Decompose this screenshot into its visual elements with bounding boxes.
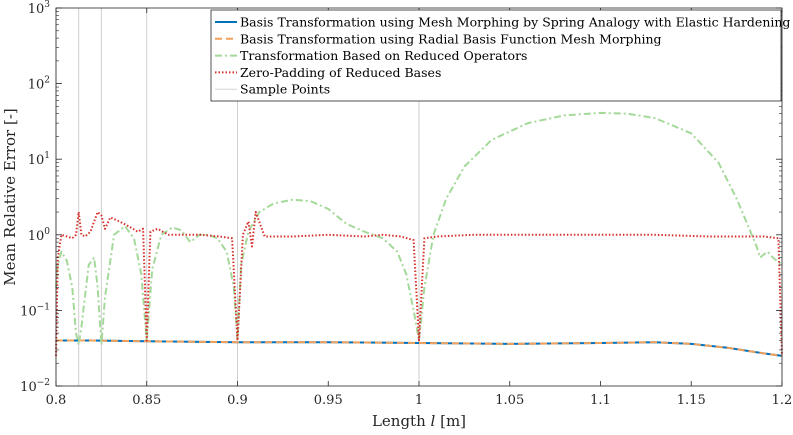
x-tick-label: 1.15 (677, 393, 706, 408)
x-axis-ticks: 0.8 0.85 0.9 0.95 1 1.05 1.1 1.15 1.2 (46, 8, 793, 408)
y-tick-exponent: 3 (44, 0, 50, 10)
legend-box (210, 9, 782, 102)
y-tick-exponent: 1 (44, 151, 50, 161)
y-tick-base: 10 (20, 380, 37, 395)
x-axis-label: Length l [m] (372, 412, 466, 430)
y-tick-label: 103 (28, 0, 51, 17)
x-axis-label-variable: l (431, 412, 436, 430)
x-axis-label-part: Length (372, 412, 431, 430)
y-tick-label: 10−2 (20, 378, 50, 395)
y-tick-label: 102 (28, 76, 50, 93)
y-tick-label: 10−1 (20, 302, 50, 319)
x-tick-label: 0.85 (132, 393, 161, 408)
legend-label-4: Sample Points (240, 82, 330, 97)
x-tick-label: 1 (415, 393, 423, 408)
legend-label-1: Basis Transformation using Radial Basis … (240, 31, 662, 46)
legend-items: Basis Transformation using Mesh Morphing… (215, 15, 790, 97)
y-tick-label: 100 (28, 227, 51, 244)
y-tick-base: 10 (28, 2, 45, 17)
legend-label-0: Basis Transformation using Mesh Morphing… (240, 15, 790, 30)
series-line-2 (55, 111, 783, 346)
legend-label-2: Transformation Based on Reduced Operator… (240, 48, 527, 63)
y-tick-base: 10 (28, 229, 45, 244)
y-tick-base: 10 (20, 304, 37, 319)
y-tick-exponent: −1 (37, 302, 50, 312)
x-tick-label: 1.1 (590, 393, 611, 408)
y-tick-base: 10 (28, 153, 45, 168)
x-tick-label: 0.95 (314, 393, 343, 408)
x-tick-label: 1.05 (495, 393, 524, 408)
x-tick-label: 0.8 (46, 393, 67, 408)
y-tick-exponent: 0 (44, 227, 50, 237)
x-tick-label: 1.2 (772, 393, 793, 408)
y-axis-label: Mean Relative Error [-] (1, 108, 19, 286)
series-line-3 (55, 211, 783, 356)
x-tick-label: 0.9 (227, 393, 248, 408)
y-tick-exponent: 2 (44, 76, 50, 86)
legend: Basis Transformation using Mesh Morphing… (210, 9, 790, 102)
legend-label-3: Zero-Padding of Reduced Bases (240, 65, 441, 80)
series-layer (55, 111, 783, 357)
y-tick-base: 10 (28, 78, 45, 93)
y-tick-exponent: −2 (37, 378, 50, 388)
y-tick-label: 101 (28, 151, 50, 168)
x-axis-label-part: [m] (435, 412, 466, 430)
